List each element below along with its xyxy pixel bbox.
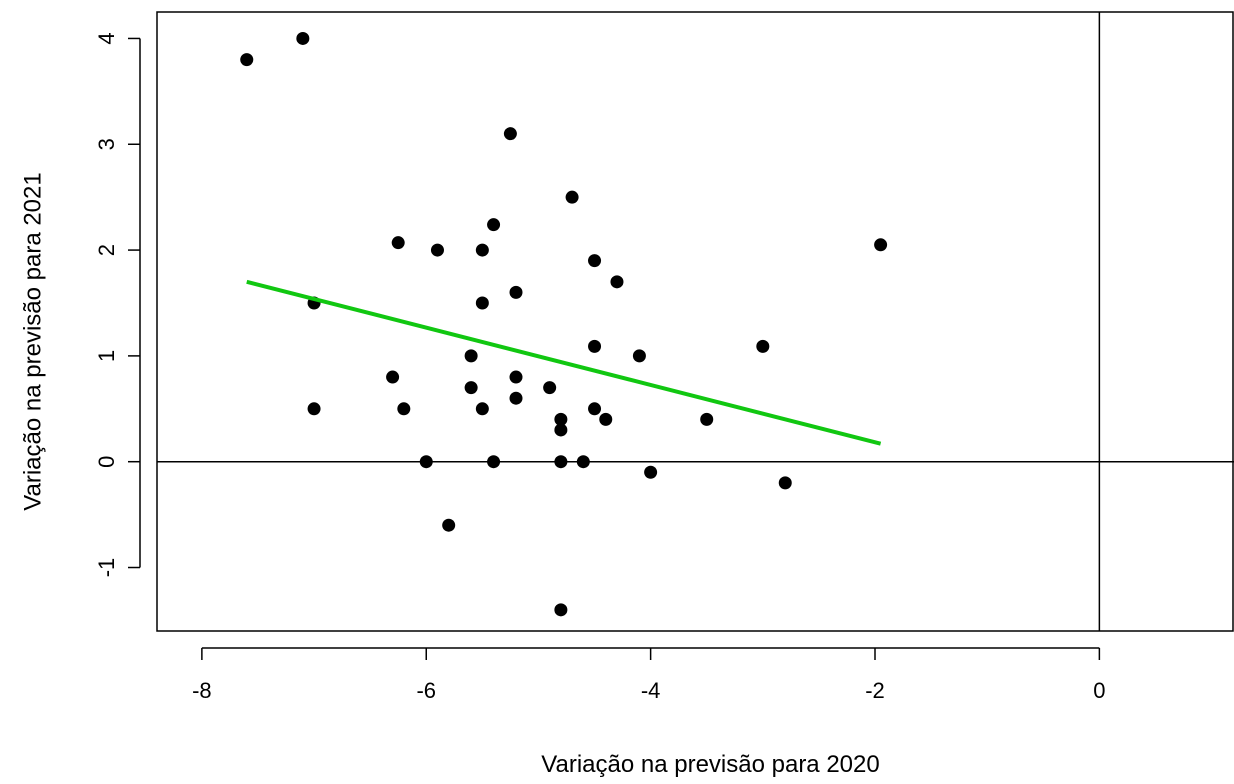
data-point [554, 455, 568, 469]
data-point [442, 518, 456, 532]
data-point [874, 238, 888, 252]
data-point [475, 243, 489, 257]
data-point [588, 254, 602, 268]
data-point [588, 402, 602, 416]
data-point [464, 381, 478, 395]
data-point [487, 218, 501, 232]
x-tick-label: -4 [641, 678, 661, 703]
data-point [386, 370, 400, 384]
data-point [397, 402, 411, 416]
x-axis-title: Variação na previsão para 2020 [541, 751, 879, 778]
data-point [391, 236, 405, 250]
y-tick-label: 0 [94, 456, 119, 468]
data-point [778, 476, 792, 490]
data-point [475, 402, 489, 416]
data-point [509, 391, 523, 405]
data-points [240, 31, 888, 617]
data-point [509, 285, 523, 299]
data-point [554, 603, 568, 617]
y-tick-label: -1 [94, 558, 119, 578]
data-point [644, 465, 658, 479]
y-tick-label: 2 [94, 244, 119, 256]
data-point [509, 370, 523, 384]
x-axis: -8 -6 -4 -2 0 [192, 647, 1106, 703]
data-point [632, 349, 646, 363]
data-point [240, 53, 254, 67]
data-point [475, 296, 489, 310]
data-point [565, 190, 579, 204]
data-point [430, 243, 444, 257]
y-axis-title: Variação na previsão para 2021 [19, 172, 46, 510]
x-tick-label: -8 [192, 678, 212, 703]
data-point [588, 339, 602, 353]
y-tick-label: 3 [94, 138, 119, 150]
y-tick-label: 1 [94, 350, 119, 362]
data-point [576, 455, 590, 469]
data-point [419, 455, 433, 469]
data-point [700, 412, 714, 426]
data-point [464, 349, 478, 363]
data-point [756, 339, 770, 353]
y-tick-label: 4 [94, 32, 119, 44]
data-point [610, 275, 624, 289]
x-axis-ticks: -8 -6 -4 -2 0 [192, 648, 1106, 703]
trend-line [246, 279, 882, 446]
data-point [296, 31, 310, 45]
y-axis: -1 0 1 2 3 4 [94, 32, 141, 577]
plot-area [156, 11, 1234, 632]
data-point [487, 455, 501, 469]
plot-frame [156, 11, 1234, 632]
x-tick-label: 0 [1093, 678, 1105, 703]
data-point [599, 412, 613, 426]
data-point [554, 423, 568, 437]
data-point [554, 412, 568, 426]
data-point [307, 402, 321, 416]
x-tick-label: -2 [865, 678, 885, 703]
x-tick-label: -6 [416, 678, 436, 703]
y-axis-ticks: -1 0 1 2 3 4 [94, 32, 140, 577]
data-point [503, 127, 517, 141]
data-point [543, 381, 557, 395]
